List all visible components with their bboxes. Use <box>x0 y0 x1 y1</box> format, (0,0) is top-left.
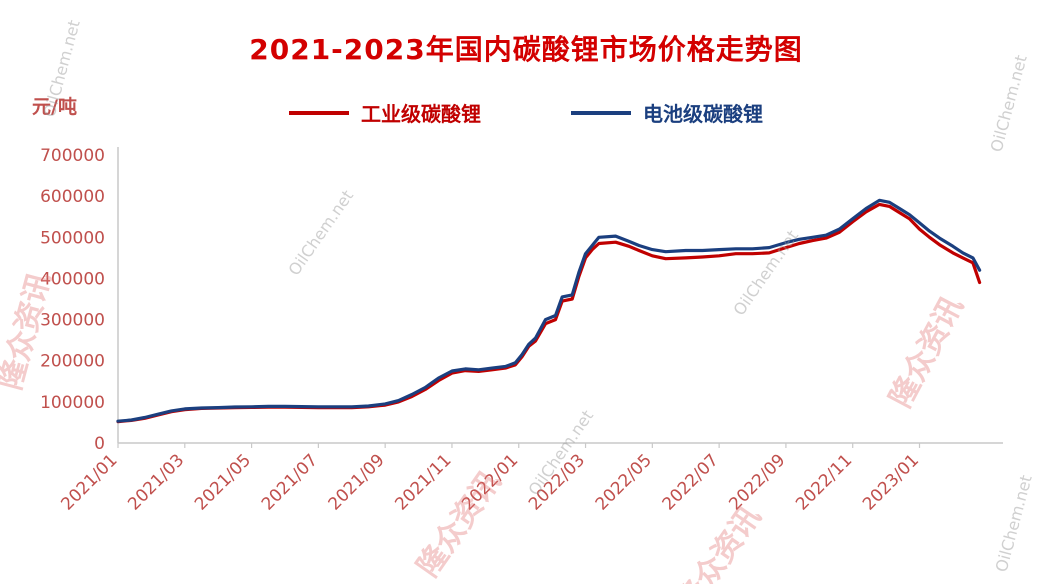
y-tick-label: 500000 <box>40 228 105 248</box>
x-tick-label: 2022/01 <box>458 450 522 514</box>
y-tick-label: 400000 <box>40 269 105 289</box>
legend-label: 电池级碳酸锂 <box>643 102 763 126</box>
y-tick-label: 200000 <box>40 352 105 372</box>
legend-item-0: 工业级碳酸锂 <box>289 98 481 127</box>
x-tick-label: 2022/09 <box>725 450 789 514</box>
series-line-1 <box>116 198 982 423</box>
x-tick-label: 2023/01 <box>859 450 923 514</box>
series-line-0 <box>116 202 982 424</box>
x-tick-label: 2021/07 <box>258 450 322 514</box>
y-tick-label: 700000 <box>40 146 105 166</box>
y-tick-label: 300000 <box>40 311 105 331</box>
x-tick-label: 2021/11 <box>391 450 455 514</box>
chart-legend: 工业级碳酸锂 电池级碳酸锂 <box>0 98 1052 127</box>
x-tick-label: 2021/09 <box>325 450 389 514</box>
legend-item-1: 电池级碳酸锂 <box>571 98 763 127</box>
x-tick-label: 2022/07 <box>659 450 723 514</box>
x-tick-label: 2021/03 <box>124 450 188 514</box>
legend-line-swatch <box>571 110 631 115</box>
y-tick-label: 0 <box>94 434 105 454</box>
y-tick-label: 600000 <box>40 187 105 207</box>
legend-line-swatch <box>289 110 349 115</box>
x-tick-label: 2022/11 <box>792 450 856 514</box>
x-tick-label: 2022/05 <box>592 450 656 514</box>
y-tick-label: 100000 <box>40 393 105 413</box>
x-tick-label: 2021/01 <box>57 450 121 514</box>
x-tick-label: 2022/03 <box>525 450 589 514</box>
legend-label: 工业级碳酸锂 <box>361 102 481 126</box>
chart-title: 2021-2023年国内碳酸锂市场价格走势图 <box>249 33 803 66</box>
y-axis-unit-label: 元/吨 <box>32 96 77 118</box>
x-tick-label: 2021/05 <box>191 450 255 514</box>
